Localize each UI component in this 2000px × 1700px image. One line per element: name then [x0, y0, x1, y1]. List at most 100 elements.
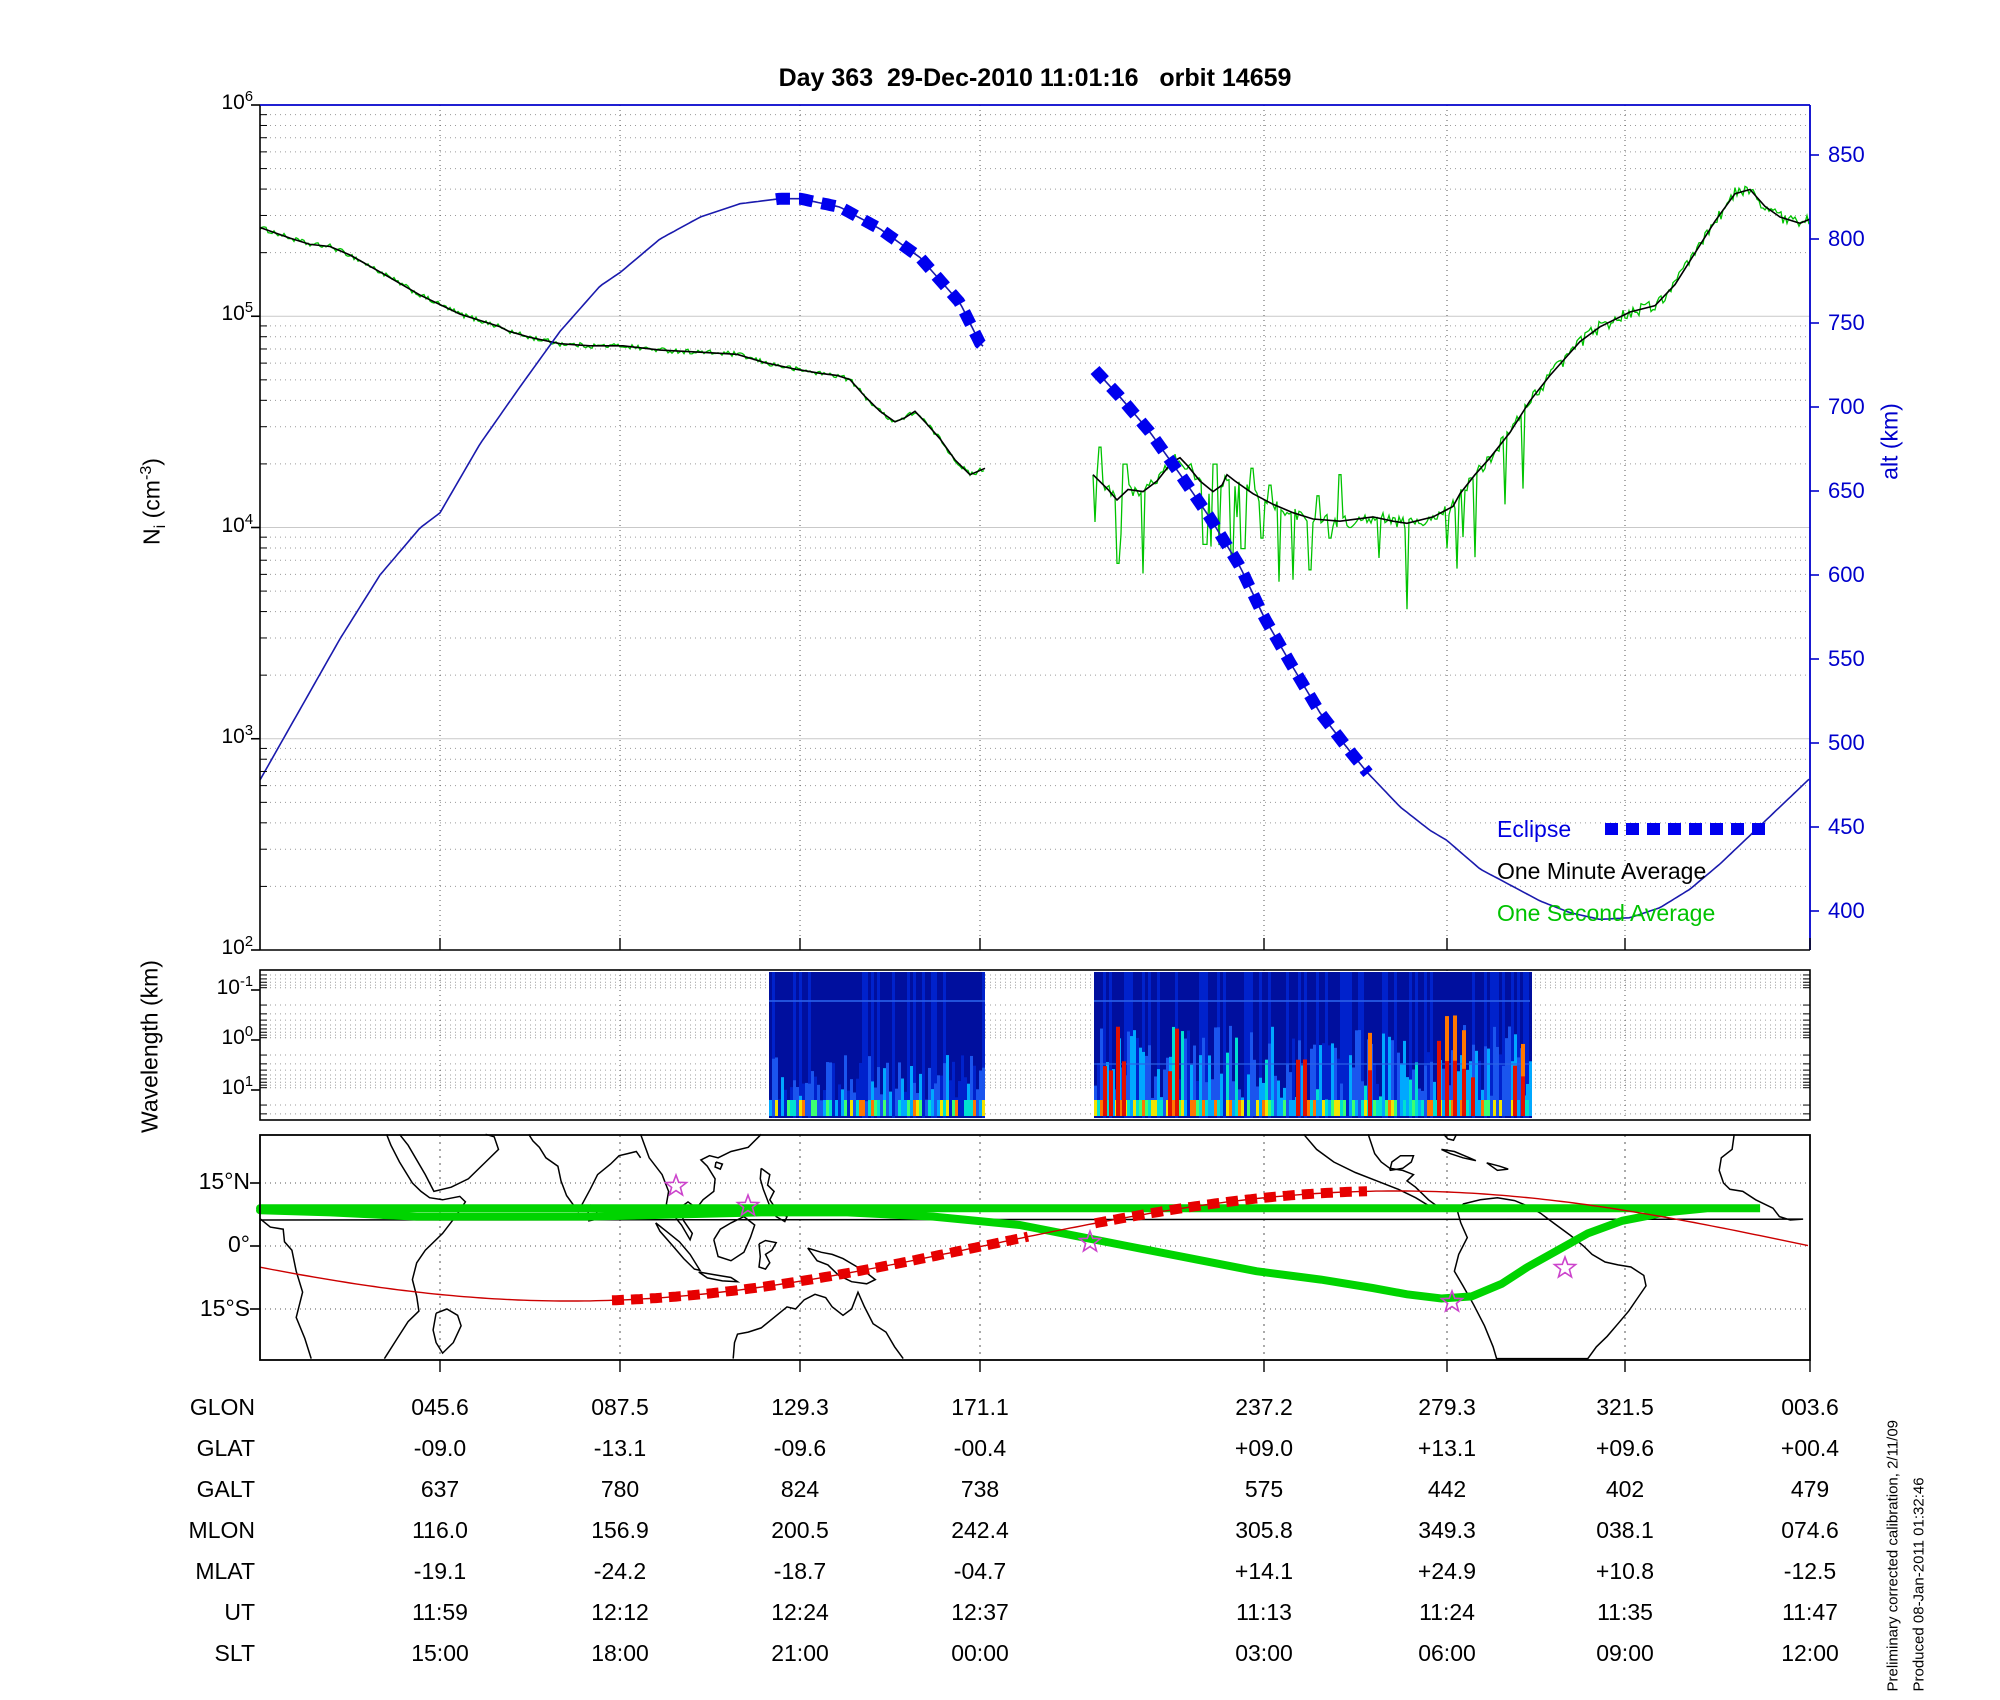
- table-cell: 074.6: [1781, 1517, 1839, 1543]
- table-cell: -12.5: [1783, 1558, 1837, 1584]
- table-cell: 12:37: [951, 1599, 1009, 1625]
- table-cell: 15:00: [411, 1640, 469, 1666]
- alt-tick-label: 750: [1828, 310, 1865, 335]
- table-cell: 156.9: [591, 1517, 649, 1543]
- eclipse-marker-segment: [775, 192, 988, 351]
- table-cell: -24.2: [593, 1558, 647, 1584]
- coastline: [639, 1133, 762, 1242]
- table-cell: 442: [1427, 1476, 1467, 1502]
- credit-line-1: Preliminary corrected calibration, 2/11/…: [1884, 1419, 1902, 1692]
- table-cell: 305.8: [1235, 1517, 1293, 1543]
- table-cell: +09.0: [1234, 1435, 1294, 1461]
- table-cell: 12:24: [771, 1599, 829, 1625]
- world-map-panel: [250, 1133, 1811, 1372]
- coastline: [655, 1222, 702, 1272]
- table-cell: 200.5: [771, 1517, 829, 1543]
- table-cell: -18.7: [773, 1558, 827, 1584]
- table-cell: 237.2: [1235, 1394, 1293, 1420]
- table-cell: 12:00: [1781, 1640, 1839, 1666]
- ground-station-star-icon: [663, 1172, 689, 1197]
- alt-axis-label: alt (km): [1876, 403, 1903, 480]
- ni-tick-label: 104: [221, 511, 253, 537]
- table-cell: 21:00: [771, 1640, 829, 1666]
- alt-tick-label: 500: [1828, 730, 1865, 755]
- table-cell: 087.5: [591, 1394, 649, 1420]
- table-cell: 045.6: [411, 1394, 469, 1420]
- alt-tick-label: 800: [1828, 226, 1865, 251]
- eclipse-track-segment: [1094, 1186, 1368, 1229]
- alt-tick-label: 550: [1828, 646, 1865, 671]
- density-altitude-panel: [251, 104, 1819, 951]
- credit-line-2: Produced 08-Jan-2011 01:32:46: [1910, 1477, 1928, 1692]
- table-cell: +00.4: [1780, 1435, 1840, 1461]
- table-cell: 11:59: [412, 1599, 468, 1625]
- table-cell: 038.1: [1596, 1517, 1654, 1543]
- coastline: [383, 1134, 467, 1360]
- coastline: [807, 1247, 877, 1285]
- table-cell: +13.1: [1417, 1435, 1477, 1461]
- ground-station-star-icon: [1077, 1228, 1103, 1253]
- alt-tick-label: 400: [1828, 898, 1865, 923]
- plot-title: Day 363 29-Dec-2010 11:01:16 orbit 14659: [778, 64, 1292, 92]
- coastline: [259, 1218, 312, 1359]
- table-cell: +24.9: [1417, 1558, 1477, 1584]
- ni-tick-label: 102: [221, 934, 253, 959]
- coastline: [1453, 1196, 1647, 1360]
- table-cell: -00.4: [953, 1435, 1007, 1461]
- table-cell: 11:24: [1419, 1599, 1475, 1625]
- table-cell: 11:35: [1597, 1599, 1653, 1625]
- alt-tick-label: 850: [1828, 142, 1865, 167]
- coastline: [1367, 1134, 1438, 1207]
- coastline: [713, 1215, 756, 1262]
- coastline: [714, 1161, 724, 1171]
- ni-tick-label: 105: [221, 300, 253, 326]
- table-cell: 349.3: [1418, 1517, 1476, 1543]
- table-cell: 242.4: [951, 1517, 1009, 1543]
- table-cell: -09.6: [773, 1435, 827, 1461]
- table-cell: -19.1: [413, 1558, 467, 1584]
- table-cell: 11:47: [1782, 1599, 1838, 1625]
- table-row-label-slt: SLT: [214, 1640, 255, 1666]
- table-cell: 780: [600, 1476, 640, 1502]
- table-cell: 171.1: [951, 1394, 1009, 1420]
- alt-tick-label: 650: [1828, 478, 1865, 503]
- coastline: [1441, 1148, 1477, 1162]
- table-cell: 321.5: [1596, 1394, 1654, 1420]
- coastline: [1443, 1133, 1458, 1142]
- table-cell: 116.0: [412, 1517, 468, 1543]
- coastline: [698, 1271, 741, 1283]
- coastline: [759, 1167, 788, 1223]
- table-cell: 279.3: [1418, 1394, 1476, 1420]
- ground-station-star-icon: [735, 1192, 761, 1217]
- wavelength-tick-label: 100: [221, 1024, 253, 1049]
- table-cell: 637: [420, 1476, 460, 1502]
- map-lat-label-0: 0°: [228, 1231, 250, 1257]
- coastline: [1389, 1154, 1415, 1172]
- ni-tick-label: 106: [221, 89, 253, 114]
- table-cell: +14.1: [1234, 1558, 1294, 1584]
- table-cell: 479: [1790, 1476, 1830, 1502]
- wavelength-tick-label: 10-1: [216, 974, 253, 999]
- table-cell: 824: [780, 1476, 820, 1502]
- legend-one-minute-label: One Minute Average: [1497, 858, 1707, 884]
- table-cell: 09:00: [1596, 1640, 1654, 1666]
- eclipse-marker-segment: [1090, 365, 1373, 778]
- table-cell: 03:00: [1235, 1640, 1293, 1666]
- ground-station-star-icon: [1552, 1254, 1578, 1279]
- table-cell: 11:13: [1236, 1599, 1292, 1625]
- table-cell: 003.6: [1781, 1394, 1839, 1420]
- map-lat-label-15n: 15°N: [198, 1168, 250, 1194]
- table-cell: -13.1: [593, 1435, 647, 1461]
- coastline: [1303, 1133, 1446, 1211]
- table-cell: 738: [960, 1476, 1000, 1502]
- coastline: [758, 1239, 778, 1270]
- coastline: [732, 1290, 904, 1360]
- ni-tick-label: 103: [221, 722, 253, 748]
- wavelength-axis-label: Wavelength (km): [136, 960, 163, 1133]
- table-cell: 129.3: [771, 1394, 829, 1420]
- table-cell: 575: [1244, 1476, 1284, 1502]
- alt-tick-label: 700: [1828, 394, 1865, 419]
- table-row-label-ut: UT: [224, 1599, 255, 1625]
